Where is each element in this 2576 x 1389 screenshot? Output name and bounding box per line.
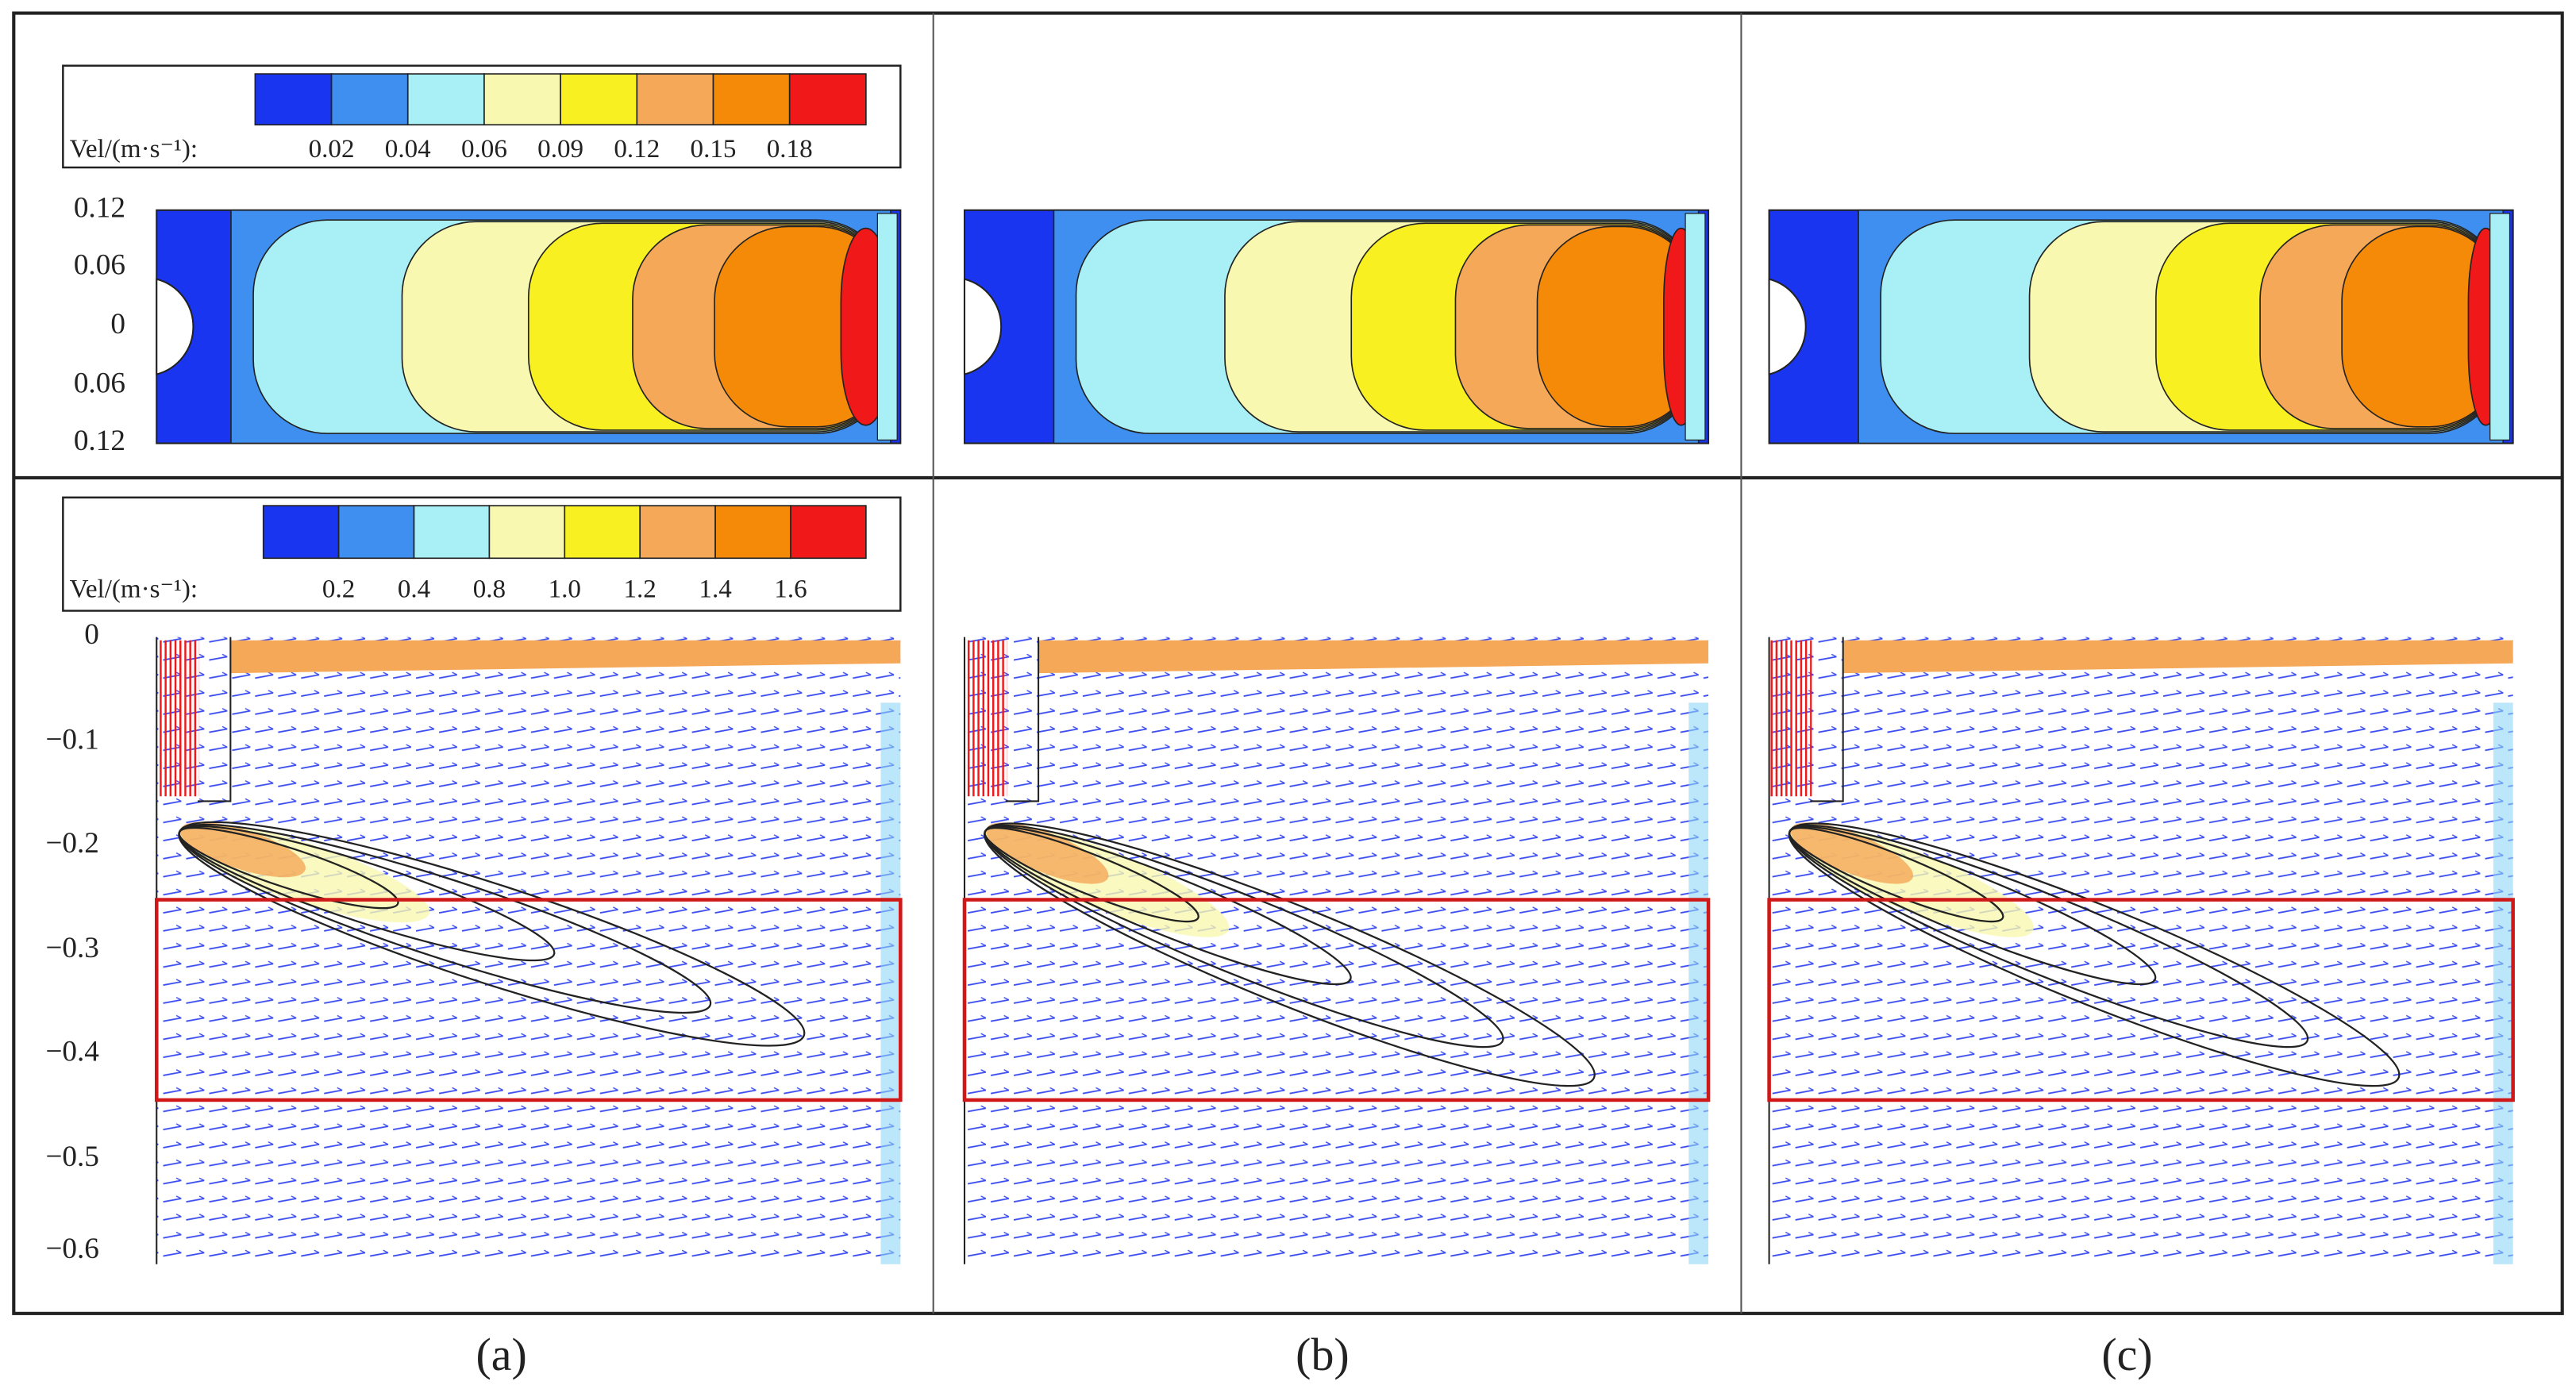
colorbar-tick: 0.8 [473,575,506,603]
colorbar-tick: 1.0 [549,575,581,603]
colorbar-swatch [564,505,641,560]
light-region [2493,702,2513,1264]
highlight-box [1767,898,2515,1102]
contour-line [178,826,399,910]
colorbar-label: Vel/(m·s⁻¹): [70,135,198,164]
colorbar-tick: 0.4 [398,575,431,603]
contour-line [1789,826,2004,923]
inlet [964,640,1007,797]
colorbar-tick: 1.2 [624,575,657,603]
light-region [1688,702,1709,1264]
y-tick-label: −0.6 [45,1233,99,1265]
colorbar-swatch [790,505,867,560]
colorbar-swatch [560,73,638,126]
wall [197,637,232,802]
colorbar-swatch [483,73,561,126]
jet-core [1790,822,1914,884]
contour-edge [876,213,898,441]
y-tick-label: −0.4 [45,1036,99,1068]
y-tick-label: −0.2 [45,827,99,860]
colorbar-swatch [636,73,714,126]
jet-core [179,821,306,878]
panel-label: (b) [1296,1329,1350,1380]
colorbar-swatch [788,73,867,126]
vector-field [1769,637,2513,1264]
vector-field [156,637,901,1264]
colorbar-swatch [254,73,333,126]
outer-frame [12,11,2564,1315]
y-tick-label: 0.12 [74,191,125,224]
surface [230,640,901,674]
colorbar-swatch [639,505,716,560]
cylinder [1768,278,1807,375]
y-tick-label: −0.1 [45,724,99,756]
y-tick-label: −0.5 [45,1141,99,1173]
colorbar-tick: 0.15 [691,135,737,164]
colorbar-swatch [488,505,566,560]
wall [1005,637,1040,802]
highlight-box [962,898,1711,1102]
colorbar-label: Vel/(m·s⁻¹): [70,575,198,603]
jet [1788,822,2401,1087]
vector-field [964,637,1709,1264]
colorbar-swatch [712,73,791,126]
colorbar-tick: 1.4 [699,575,732,603]
colorbar-swatch [330,73,409,126]
cylinder [963,278,1003,375]
y-tick-label: 0.06 [74,249,125,282]
colorbar-tick: 0.04 [385,135,431,164]
colorbar-swatch [406,73,485,126]
contour-edge [2489,213,2511,441]
cylinder [156,278,194,375]
colorbar-tick: 0.02 [309,135,355,164]
colorbar-swatch [337,505,415,560]
colorbar-swatch [714,505,791,560]
jet [178,821,806,1047]
colorbar-tick: 0.12 [614,135,660,164]
y-tick-label: −0.3 [45,932,99,964]
light-region [880,702,901,1264]
inlet [156,640,200,797]
contour-line [984,826,1199,923]
colorbar-tick: 0.09 [537,135,583,164]
colorbar-tick: 0.06 [461,135,507,164]
y-tick-label: 0 [110,308,125,341]
inlet [1769,640,1812,797]
colorbar-tick: 0.18 [767,135,813,164]
colorbar-swatch [413,505,491,560]
y-tick-label: 0.12 [74,425,125,457]
content: 0.02 0.04 0.06 0.09 0.12 0.15 0.18 Vel/(m·s⁻¹):… [45,64,2515,1380]
panel-label: (c) [2101,1329,2152,1380]
y-tick-label: 0 [84,618,99,651]
wall [1810,637,1844,802]
surface [1038,640,1709,674]
highlight-box [154,898,903,1102]
jet-core [985,822,1109,884]
y-tick-label: 0.06 [74,367,125,400]
colorbar-swatch [262,505,340,560]
colorbar-tick: 1.6 [774,575,807,603]
panel-label: (a) [476,1329,527,1380]
contour-edge [1685,213,1706,441]
colorbar-tick: 0.2 [322,575,355,603]
jet [984,822,1596,1087]
surface [1842,640,2513,674]
